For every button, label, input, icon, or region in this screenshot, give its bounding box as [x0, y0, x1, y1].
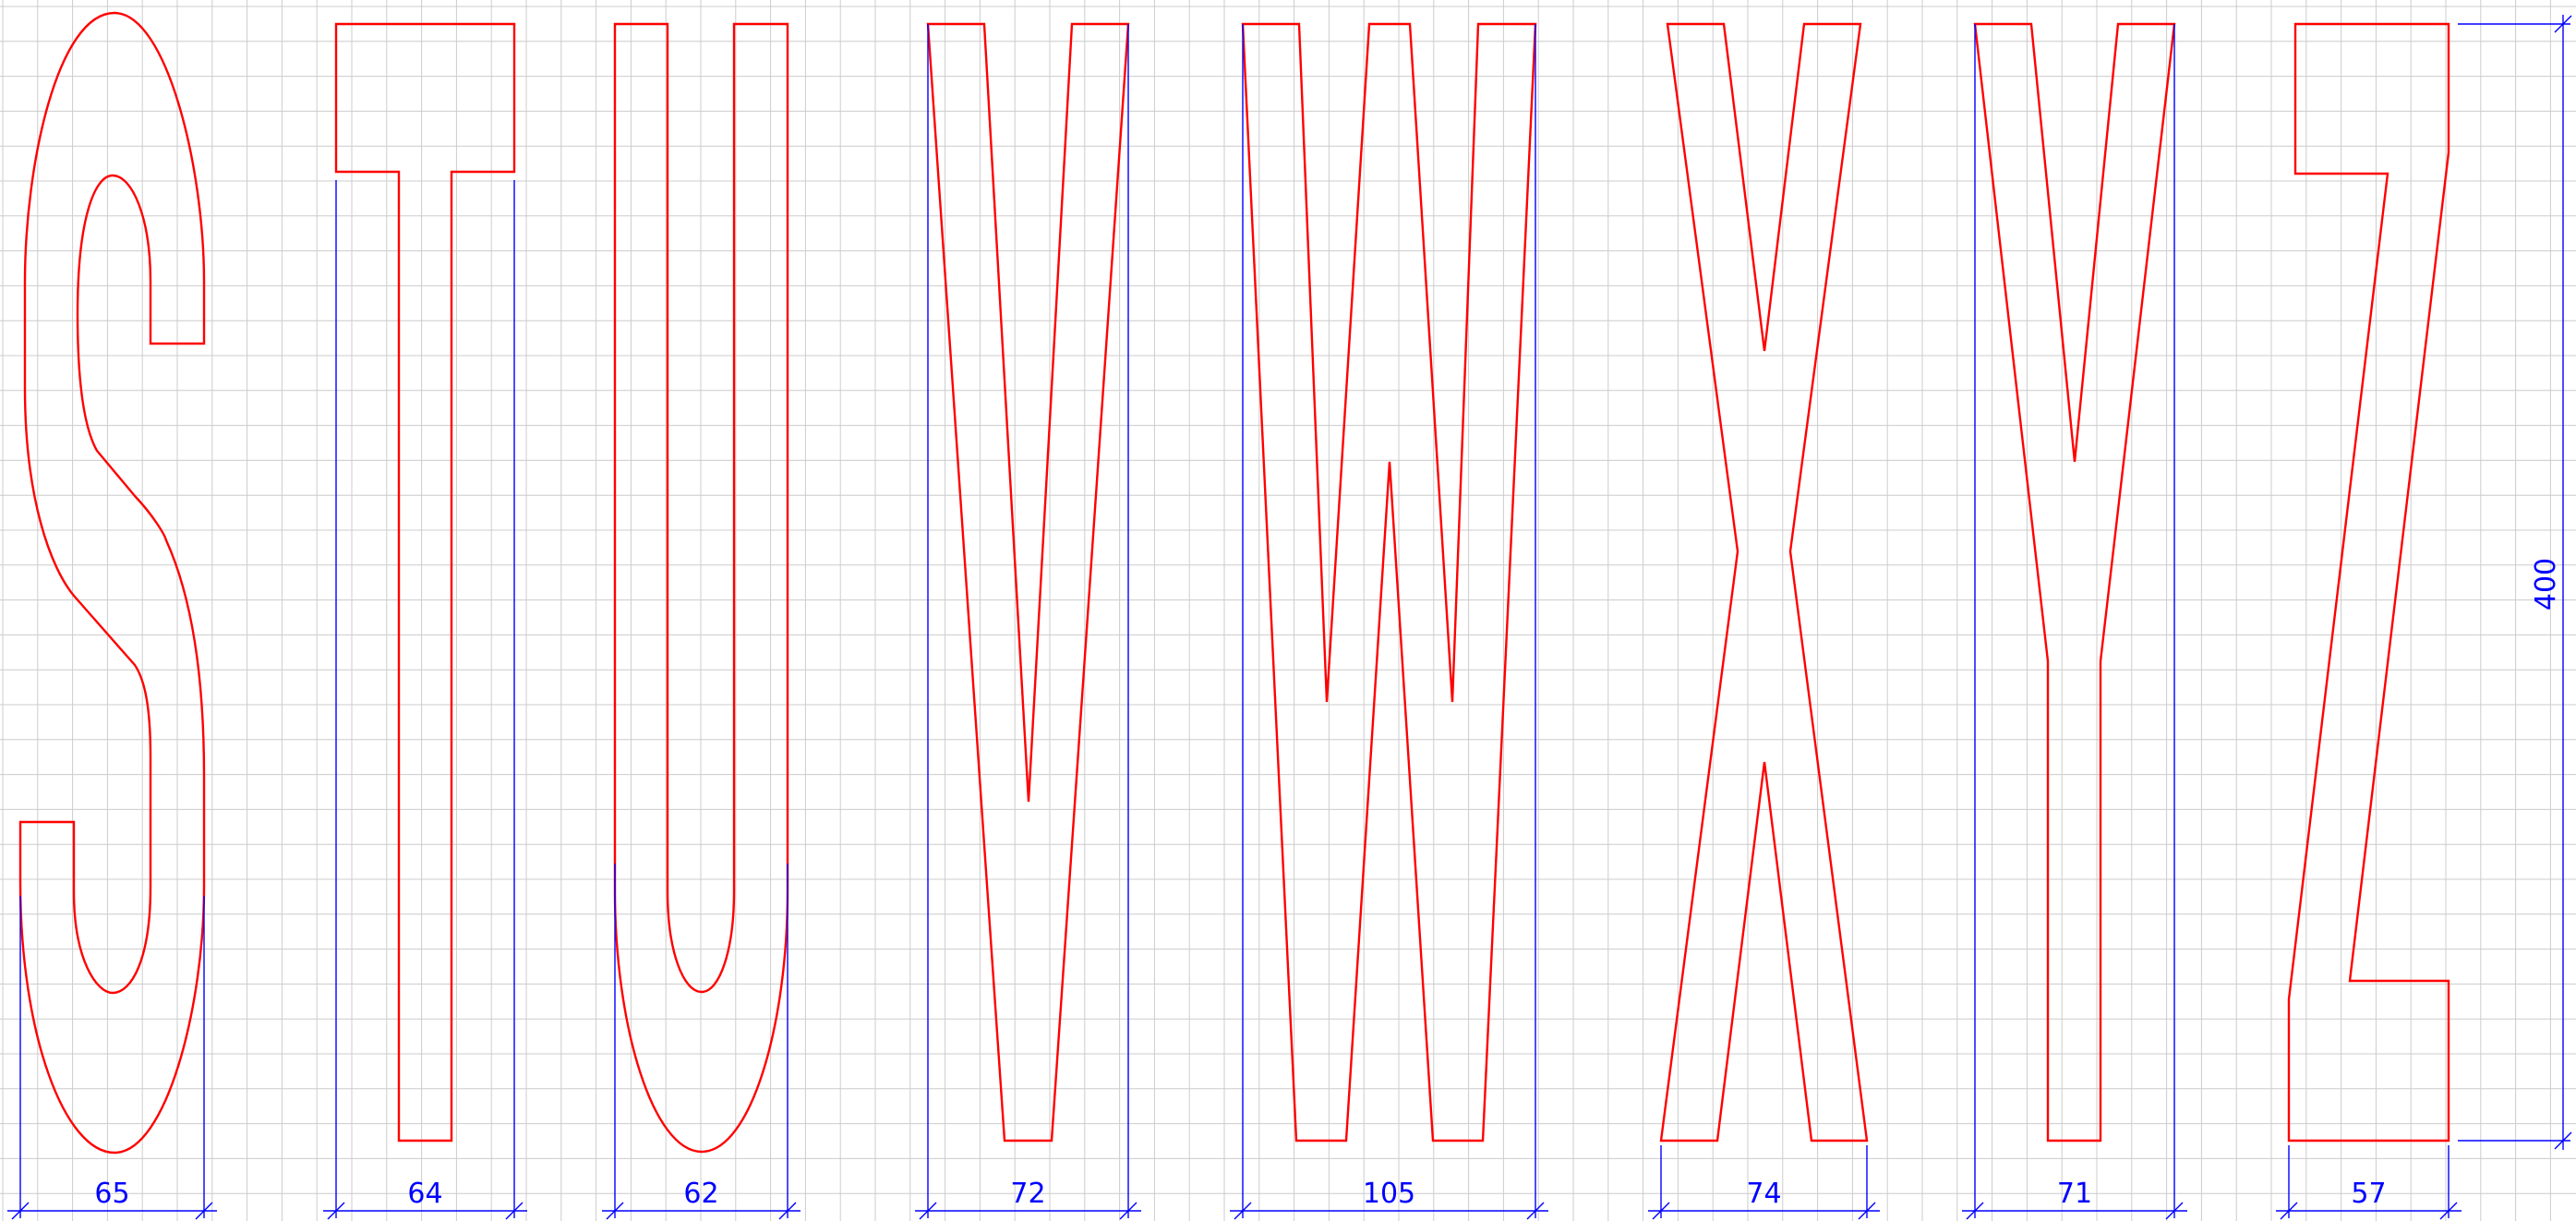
dimension-tick: [1858, 1202, 1876, 1220]
dimension-tick: [2554, 15, 2572, 33]
dimension-layer: [7, 15, 2572, 1220]
dimension-tick: [1234, 1202, 1252, 1220]
dimension-tick: [505, 1202, 524, 1220]
letter-z-outline: [2287, 22, 2450, 1142]
dimension-tick: [919, 1202, 937, 1220]
dimension-tick: [195, 1202, 213, 1220]
width-dimension-z: 57: [2351, 1178, 2386, 1210]
dimension-tick: [2165, 1202, 2184, 1220]
dimension-tick: [2439, 1202, 2458, 1220]
letter-x-outline: [1659, 22, 1869, 1142]
width-dimension-u: 62: [683, 1178, 718, 1210]
letter-y-outline: [1973, 22, 2176, 1142]
dimension-tick: [1119, 1202, 1138, 1220]
letter-w-outline: [1241, 22, 1537, 1142]
dimension-tick: [1966, 1202, 1984, 1220]
dimension-tick: [2280, 1202, 2298, 1220]
height-dimension-label: 400: [2530, 558, 2562, 610]
width-dimension-y: 71: [2057, 1178, 2092, 1210]
dimension-labels: 65 64 62 72 105 74 71 57 400: [94, 558, 2562, 1210]
width-dimension-x: 74: [1746, 1178, 1781, 1210]
letter-t-outline: [334, 22, 516, 1142]
width-dimension-w: 105: [1363, 1178, 1415, 1210]
width-dimension-t: 64: [407, 1178, 442, 1210]
dimension-tick: [778, 1202, 797, 1220]
dimension-tick: [1652, 1202, 1670, 1220]
letter-s-outline: [18, 11, 206, 1155]
dimension-tick: [11, 1202, 30, 1220]
width-dimension-s: 65: [94, 1178, 129, 1210]
letter-u-outline: [613, 22, 789, 1154]
dimension-tick: [1526, 1202, 1545, 1220]
dimension-tick: [2554, 1131, 2572, 1150]
letter-v-outline: [926, 22, 1130, 1142]
width-dimension-v: 72: [1010, 1178, 1045, 1210]
dimension-tick: [327, 1202, 345, 1220]
dimension-tick: [606, 1202, 624, 1220]
